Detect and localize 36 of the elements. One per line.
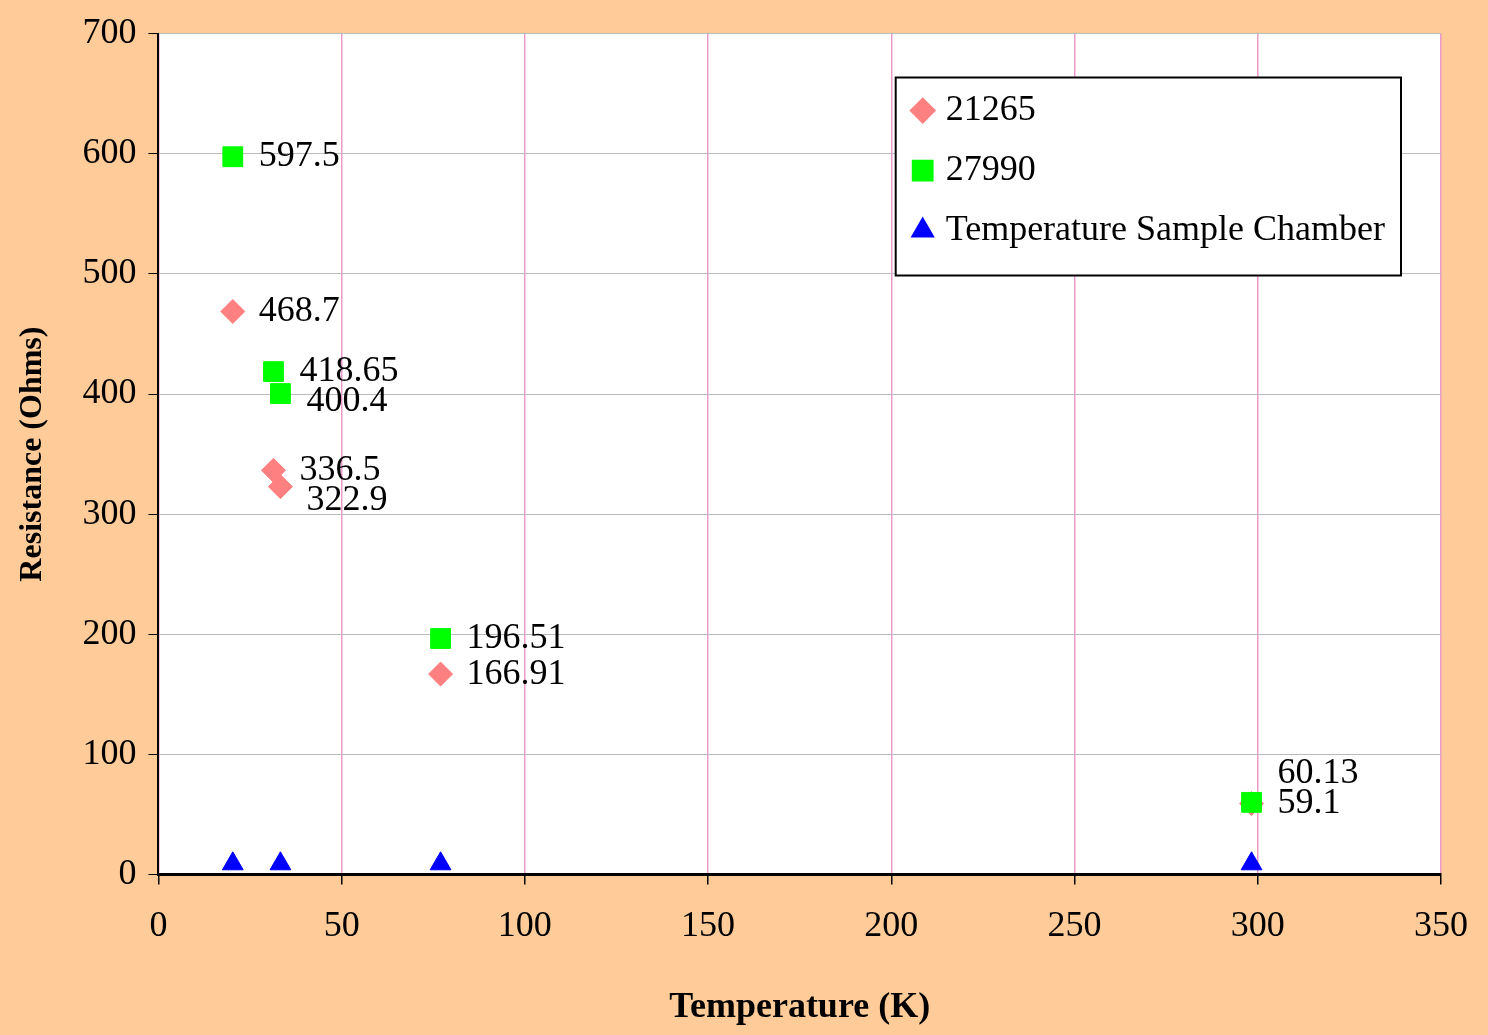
x-tick-label: 350 xyxy=(1414,903,1468,944)
point xyxy=(222,146,244,168)
point xyxy=(267,474,293,500)
y-tick-label: 400 xyxy=(82,371,137,412)
y-axis-title: Resistance (Ohms) xyxy=(12,326,49,582)
legend-label: 27990 xyxy=(945,148,1036,189)
point xyxy=(263,361,284,383)
y-tick-label: 300 xyxy=(82,491,137,532)
y-tick-label: 100 xyxy=(82,731,137,772)
point xyxy=(270,383,291,404)
point xyxy=(430,628,451,649)
point xyxy=(260,457,286,483)
x-tick-label: 150 xyxy=(681,903,736,944)
x-tick-label: 0 xyxy=(149,903,168,944)
data-label: 468.7 xyxy=(258,288,340,329)
y-tick-label: 200 xyxy=(82,611,137,652)
x-tick-label: 100 xyxy=(497,903,552,944)
x-tick-label: 300 xyxy=(1230,903,1285,944)
x-tick-label: 200 xyxy=(864,903,919,944)
y-tick-label: 700 xyxy=(82,11,137,52)
point xyxy=(220,298,246,324)
point xyxy=(429,851,452,871)
y-tick-label: 600 xyxy=(82,131,137,172)
legend-label: 21265 xyxy=(945,88,1036,129)
point xyxy=(221,851,244,871)
y-tick-label: 0 xyxy=(118,852,137,893)
y-tick-label: 500 xyxy=(82,251,137,292)
point xyxy=(1241,791,1262,813)
legend-label: Temperature Sample Chamber xyxy=(945,208,1386,249)
point xyxy=(428,661,454,687)
x-axis-title: Temperature (K) xyxy=(669,984,931,1025)
point xyxy=(1240,851,1263,871)
x-tick-label: 50 xyxy=(323,903,360,944)
x-tick-label: 250 xyxy=(1047,903,1102,944)
data-label: 597.5 xyxy=(258,134,340,175)
point xyxy=(269,851,292,871)
